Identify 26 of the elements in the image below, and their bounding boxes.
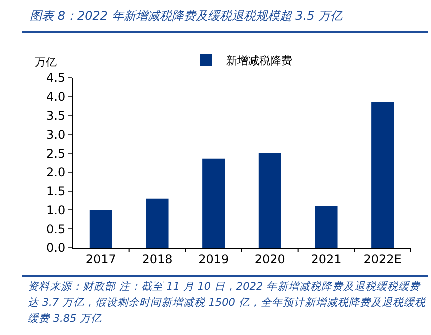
y-tick-label: 3.5	[46, 108, 66, 123]
text: 资料来源：财政部 注：截至 11 月 10 日，2022 年新增减税降费及退税缓税缓费达 3.7 万亿，假设剩余时间新增减税 1500 亿，全年预计新增减税降费及退税缓税缓费 3.85 万亿	[28, 280, 427, 327]
x-tick-label: 2018	[142, 252, 173, 266]
bar	[202, 158, 226, 248]
y-tick-label: 0.0	[46, 241, 66, 256]
x-tick-label: 2020	[254, 252, 286, 266]
y-tick-label: 4.5	[46, 71, 66, 86]
y-axis-title: 万亿	[35, 56, 57, 69]
y-tick-label: 1.5	[46, 184, 66, 199]
x-tick-label: 2017	[86, 252, 116, 266]
bar	[258, 154, 282, 248]
y-tick-label: 2.0	[46, 166, 66, 180]
x-tick-label: 2019	[198, 252, 230, 266]
x-tick-label: 2021	[311, 252, 342, 266]
bar	[90, 210, 112, 248]
y-tick-label: 3.0	[46, 128, 66, 142]
bar	[315, 206, 338, 248]
y-tick-label: 1.0	[46, 203, 66, 218]
bar	[146, 198, 169, 248]
y-tick-label: 4.0	[46, 90, 66, 104]
y-tick-label: 0.5	[46, 222, 66, 236]
x-tick-label: 2022E	[364, 252, 402, 266]
y-tick-label: 2.5	[46, 146, 66, 161]
chart-title: 图表 8：2022 年新增减税降费及缓税退税规模超 3.5 万亿	[30, 8, 344, 25]
legend-label: 新增减税降费	[226, 54, 292, 68]
bar	[372, 102, 394, 248]
